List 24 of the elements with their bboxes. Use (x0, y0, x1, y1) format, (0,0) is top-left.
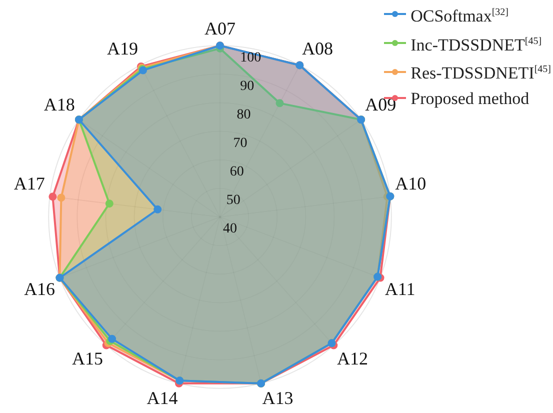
spoke-label: A17 (14, 174, 45, 194)
spoke-label: A18 (44, 94, 75, 115)
spoke-label: A07 (204, 18, 236, 39)
y-tick-label: 40 (223, 222, 237, 237)
legend-label: Inc-TDSSDNET$^{[45]}$ (410, 34, 542, 56)
spoke-label: A11 (384, 279, 416, 300)
y-tick-label: 50 (226, 193, 240, 208)
y-tick-label: 90 (240, 78, 254, 94)
y-tick-label: 70 (233, 136, 248, 151)
spoke-label: A08 (302, 38, 333, 59)
spoke-label: A10 (395, 174, 426, 194)
spoke-label: A14 (146, 388, 178, 408)
legend-label: Res-TDSSDNETI$^{[45]}$ (410, 62, 551, 85)
legend-label: OCSoftmax$^{[32]}$ (410, 6, 509, 28)
spoke-label: A09 (365, 94, 396, 115)
spoke-label: A12 (336, 348, 368, 369)
y-tick-label: 100 (240, 50, 262, 66)
spoke-label: A16 (24, 279, 56, 300)
y-tick-label: 60 (230, 164, 244, 180)
legend-label: Proposed method (410, 88, 530, 110)
spoke-label: A13 (262, 388, 294, 408)
y-tick-label: 80 (236, 107, 251, 122)
spoke-label: A15 (72, 348, 104, 369)
spoke-label: A19 (107, 38, 138, 59)
